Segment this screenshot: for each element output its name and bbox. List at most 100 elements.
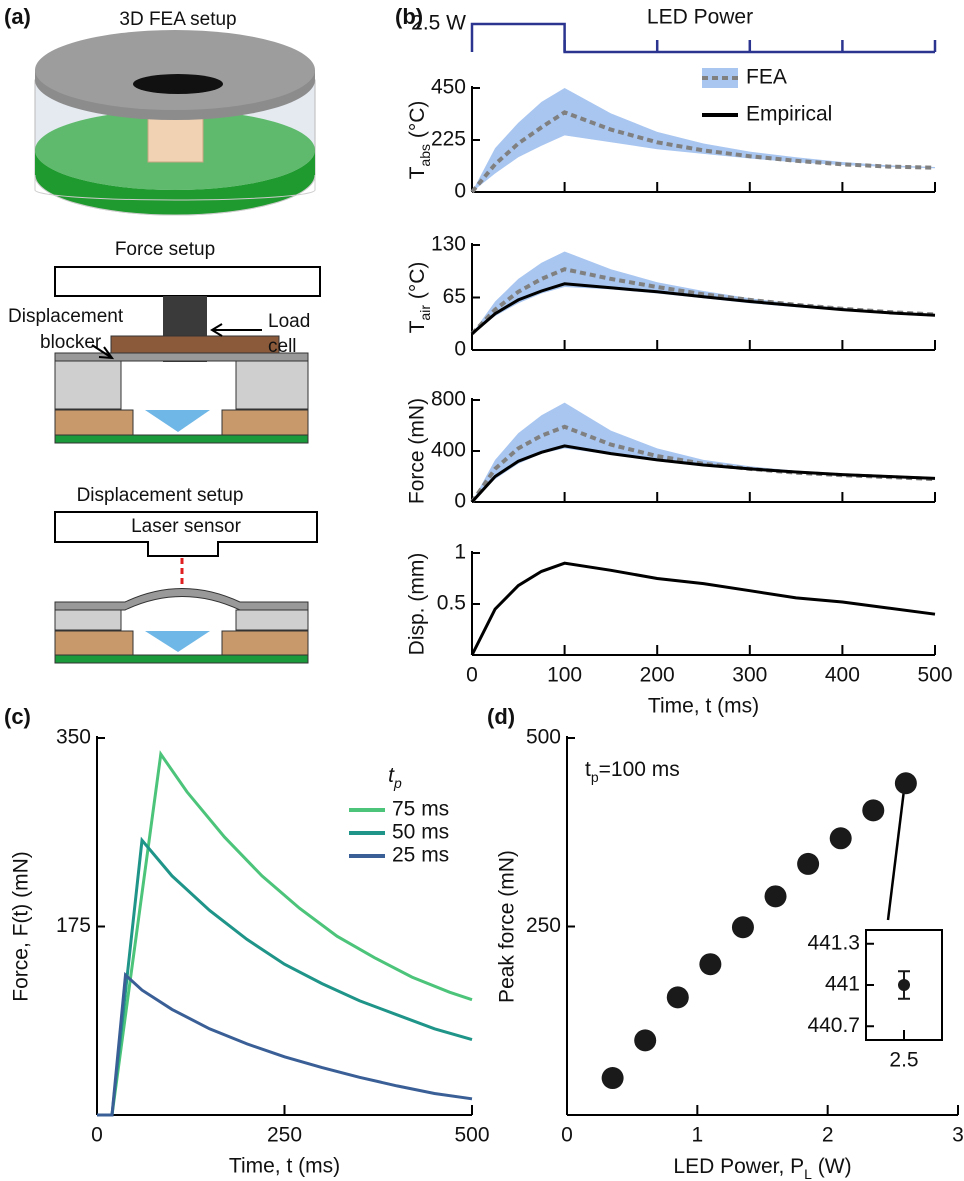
y-tick-label: 440.7 (807, 1014, 860, 1037)
y-tick-label: 2.5 W (411, 12, 466, 35)
light (145, 631, 210, 652)
data-point (764, 885, 787, 908)
annotation-rest: =100 ms (599, 758, 680, 781)
diagram-text: cell (268, 336, 297, 357)
y-tick-label: 0 (454, 490, 466, 513)
fea-band (472, 402, 935, 502)
hole (133, 74, 223, 94)
series-line (97, 836, 473, 1117)
force-diagram: Force setup Displacement blocker Load ce… (8, 239, 321, 444)
series-line (97, 750, 473, 1117)
x-tick-label: 3 (952, 1124, 964, 1147)
legend-swatch (702, 68, 738, 88)
y-tick-label: 175 (56, 914, 91, 937)
series-line (470, 561, 936, 656)
data-point (699, 953, 722, 976)
x-tick-label: 0 (466, 664, 478, 687)
y-tick-label: 450 (431, 76, 466, 99)
x-tick-label: 2.5 (889, 1049, 918, 1072)
panel-label: (c) (4, 704, 31, 729)
y-tick-label: 0 (454, 180, 466, 203)
outline (34, 174, 316, 216)
y-axis-label-sub: air (417, 305, 433, 321)
legend-label: 75 ms (392, 798, 449, 821)
block (235, 360, 309, 410)
y-axis-label-main: T (406, 166, 429, 179)
inset-connector (886, 789, 906, 921)
annotation: tp=100 ms (585, 758, 680, 785)
legend-label: 50 ms (392, 821, 449, 844)
y-axis-label-main: T (406, 320, 429, 333)
panel-label: (a) (4, 4, 31, 29)
y-tick-label: 500 (526, 726, 561, 749)
y-axis-label: Force (mN) (406, 398, 429, 504)
fea-diagram: 3D FEA setup (34, 9, 316, 216)
legend-title: tp (388, 764, 402, 791)
data-point (666, 986, 689, 1009)
diagram-title: Force setup (115, 239, 215, 260)
x-axis-label: Time, t (ms) (648, 695, 759, 718)
diagram-title: Displacement setup (77, 485, 244, 506)
chart-title: LED Power (647, 6, 753, 29)
y-tick-label: 800 (431, 388, 466, 411)
pcb (54, 654, 309, 664)
y-axis-label-sub: abs (417, 144, 433, 167)
displacement-diagram: Displacement setup Laser sensor (54, 485, 318, 664)
panel-label: (d) (487, 704, 515, 729)
pcb (54, 434, 309, 444)
tan (54, 630, 134, 656)
y-tick-label: 130 (431, 233, 466, 256)
series-line (470, 424, 936, 504)
diagram-text: Load (268, 311, 310, 332)
x-tick-label: 1 (691, 1124, 703, 1147)
legend-label: Empirical (746, 103, 832, 126)
data-point (894, 772, 917, 795)
annotation-sub: p (591, 769, 599, 785)
tan (54, 409, 134, 436)
y-tick-label: 441.3 (807, 931, 860, 954)
y-axis-label: Force, F(t) (mN) (10, 851, 33, 1001)
data-point (634, 1029, 657, 1052)
x-axis-label: LED Power, PL (W) (673, 1155, 851, 1181)
x-tick-label: 0 (561, 1124, 573, 1147)
y-axis-label: Peak force (mN) (496, 850, 519, 1003)
x-tick-label: 2 (822, 1124, 834, 1147)
diagram-text: blocker (40, 332, 102, 353)
x-axis-label: Time, t (ms) (229, 1155, 340, 1178)
y-tick-label: 400 (431, 439, 466, 462)
series-line (470, 110, 936, 194)
x-tick-label: 300 (732, 664, 767, 687)
y-tick-label: 225 (431, 128, 466, 151)
block (54, 609, 122, 631)
legend-title-main: t (388, 764, 395, 787)
y-tick-label: 441 (825, 973, 860, 996)
annotation-main: t (585, 758, 591, 781)
y-axis-label: Tair (°C) (406, 262, 433, 334)
plate (54, 352, 309, 362)
block (235, 609, 309, 631)
series-line (471, 282, 936, 335)
block (54, 360, 122, 410)
y-tick-label: 250 (526, 914, 561, 937)
y-tick-label: 0 (454, 338, 466, 361)
legend-label: FEA (746, 66, 787, 89)
laser-box (54, 511, 318, 557)
diagram-text: Laser sensor (131, 516, 242, 537)
light (145, 410, 210, 432)
arrow (210, 323, 262, 337)
data-point (898, 979, 910, 991)
x-tick-label: 100 (547, 664, 582, 687)
data-point (829, 827, 852, 850)
data-point (731, 916, 754, 939)
x-tick-label: 400 (825, 664, 860, 687)
blocker (110, 335, 280, 354)
x-axis-label-main: LED Power, P (673, 1155, 804, 1178)
data-point (862, 799, 885, 822)
power-line (470, 22, 935, 54)
diagram-title: 3D FEA setup (119, 9, 236, 30)
tan (221, 630, 309, 656)
y-tick-label: 0.5 (437, 592, 466, 615)
x-tick-label: 500 (917, 664, 952, 687)
disc-top (35, 30, 315, 110)
x-axis-label-rest: (W) (812, 1155, 852, 1178)
